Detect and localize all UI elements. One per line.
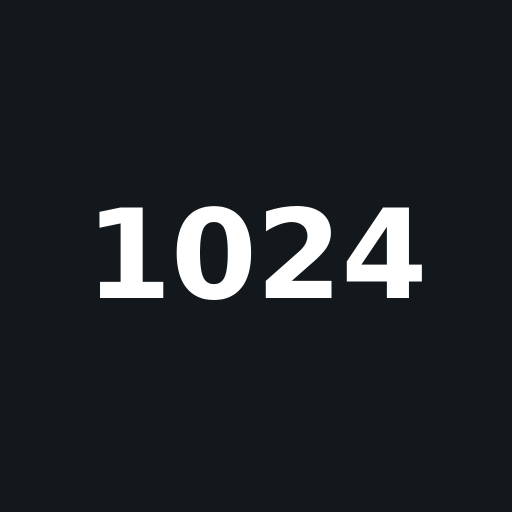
number-display: 1024 [85,184,427,328]
display-canvas: 1024 [85,184,428,328]
